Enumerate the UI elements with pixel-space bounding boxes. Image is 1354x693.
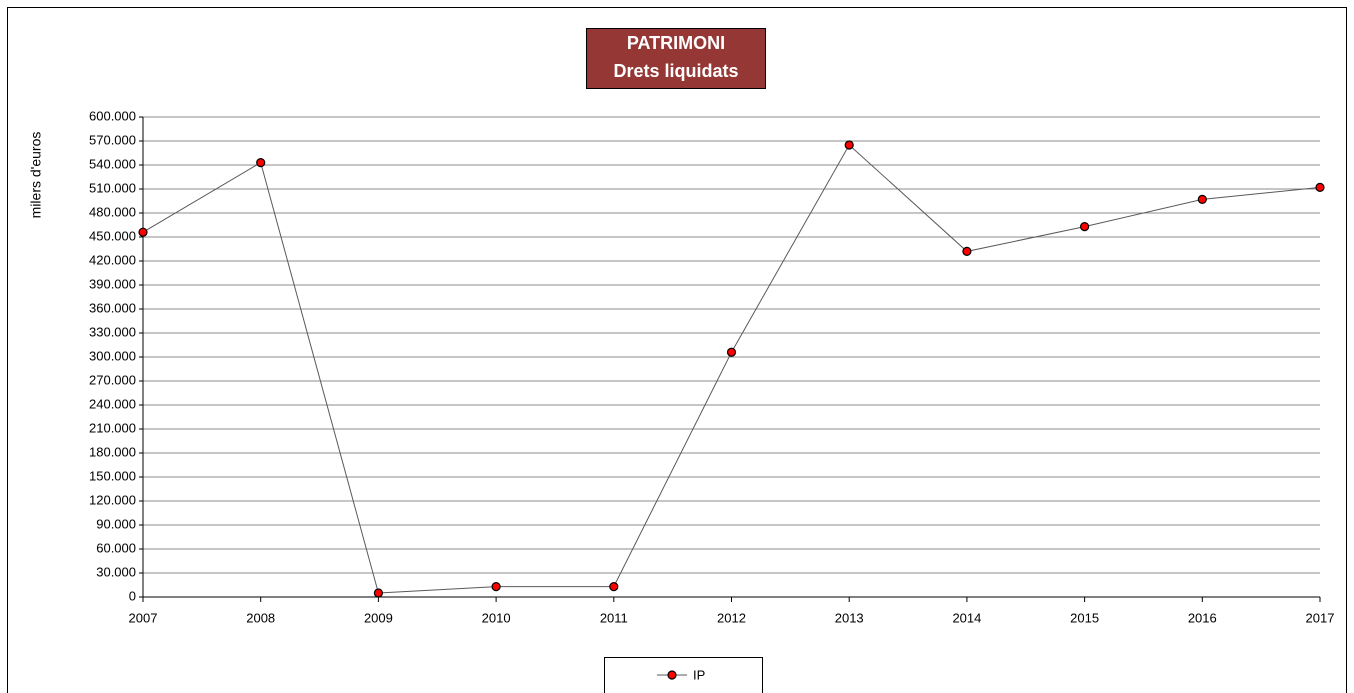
x-tick-label: 2015 — [1070, 610, 1099, 625]
x-tick-label: 2013 — [835, 610, 864, 625]
chart-frame — [7, 7, 1347, 693]
y-tick-label: 180.000 — [89, 444, 136, 459]
data-point — [962, 246, 972, 256]
legend-label: IP — [693, 667, 705, 682]
y-tick-label: 210.000 — [89, 420, 136, 435]
y-tick-label: 270.000 — [89, 372, 136, 387]
data-point — [256, 158, 266, 168]
y-tick-label: 540.000 — [89, 156, 136, 171]
data-point — [138, 227, 148, 237]
x-tick-label: 2012 — [717, 610, 746, 625]
y-tick-label: 480.000 — [89, 204, 136, 219]
x-tick-label: 2017 — [1306, 610, 1335, 625]
x-tick-label: 2010 — [482, 610, 511, 625]
y-tick-label: 90.000 — [96, 516, 136, 531]
x-tick-label: 2014 — [952, 610, 981, 625]
data-point — [726, 347, 737, 357]
y-tick-label: 390.000 — [89, 276, 136, 291]
y-tick-label: 150.000 — [89, 468, 136, 483]
y-tick-label: 600.000 — [89, 108, 136, 123]
data-point — [1197, 194, 1207, 204]
y-tick-label: 570.000 — [89, 132, 136, 147]
y-tick-label: 120.000 — [89, 492, 136, 507]
chart-title: PATRIMONI — [627, 33, 725, 53]
data-point — [373, 588, 383, 598]
y-tick-label: 60.000 — [96, 540, 136, 555]
title-box — [586, 28, 766, 89]
data-point — [1079, 222, 1090, 232]
chart-subtitle: Drets liquidats — [613, 61, 738, 81]
y-tick-label: 30.000 — [96, 564, 136, 579]
x-tick-label: 2016 — [1188, 610, 1217, 625]
data-point — [844, 140, 854, 150]
y-tick-label: 0 — [129, 588, 136, 603]
y-tick-label: 360.000 — [89, 300, 136, 315]
y-tick-label: 330.000 — [89, 324, 136, 339]
y-tick-label: 450.000 — [89, 228, 136, 243]
x-tick-label: 2007 — [129, 610, 158, 625]
y-tick-label: 420.000 — [89, 252, 136, 267]
data-point — [1315, 182, 1325, 192]
y-tick-label: 300.000 — [89, 348, 136, 363]
y-tick-label: 240.000 — [89, 396, 136, 411]
y-tick-label: 510.000 — [89, 180, 136, 195]
legend-marker — [667, 670, 677, 680]
x-tick-label: 2011 — [600, 610, 628, 625]
data-point — [609, 581, 619, 592]
x-tick-label: 2009 — [364, 610, 393, 625]
data-point — [491, 581, 501, 592]
x-tick-label: 2008 — [246, 610, 275, 625]
y-axis-label: milers d'euros — [28, 132, 44, 219]
